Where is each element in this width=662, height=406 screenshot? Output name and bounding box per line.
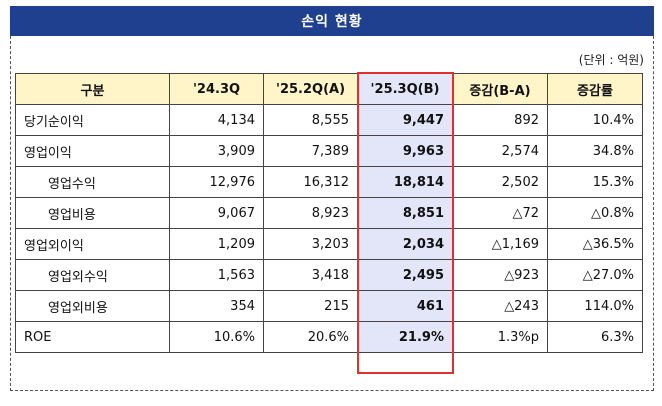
row-label: 영업외비용: [15, 290, 170, 322]
cell: 354: [169, 290, 264, 322]
cell: 10.4%: [547, 104, 643, 136]
cell: △0.8%: [547, 197, 643, 229]
cell: 2,502: [452, 166, 548, 198]
row-label: 영업비용: [15, 197, 170, 229]
cell: 1,209: [169, 228, 264, 260]
cell: 2,574: [452, 135, 548, 167]
table-title: 손익 현황: [10, 6, 654, 36]
cell-highlight: 2,034: [357, 228, 453, 260]
cell: 3,418: [263, 259, 358, 291]
cell: 3,203: [263, 228, 358, 260]
cell: 12,976: [169, 166, 264, 198]
col-header-25-2q: '25.2Q(A): [263, 73, 358, 105]
cell: 15.3%: [547, 166, 643, 198]
table-row: 영업외수익 1,563 3,418 2,495 △923 △27.0%: [15, 259, 643, 291]
cell: △36.5%: [547, 228, 643, 260]
income-table: 구분 '24.3Q '25.2Q(A) '25.3Q(B) 증감(B-A) 증감…: [15, 73, 643, 353]
cell: 16,312: [263, 166, 358, 198]
col-header-change-rate: 증감률: [547, 73, 643, 105]
cell: 20.6%: [263, 321, 358, 353]
table-row: 영업외이익 1,209 3,203 2,034 △1,169 △36.5%: [15, 228, 643, 260]
cell: 215: [263, 290, 358, 322]
cell: 34.8%: [547, 135, 643, 167]
cell: △72: [452, 197, 548, 229]
cell: 1,563: [169, 259, 264, 291]
cell: △1,169: [452, 228, 548, 260]
cell-highlight: 18,814: [357, 166, 453, 198]
table-frame: [10, 36, 654, 391]
unit-note: (단위 : 억원): [578, 53, 644, 67]
col-header-category: 구분: [15, 73, 170, 105]
cell: 3,909: [169, 135, 264, 167]
row-label: ROE: [15, 321, 170, 353]
row-label: 당기순이익: [15, 104, 170, 136]
table-row: 영업외비용 354 215 461 △243 114.0%: [15, 290, 643, 322]
cell: △243: [452, 290, 548, 322]
cell-highlight: 21.9%: [357, 321, 453, 353]
cell-highlight: 9,447: [357, 104, 453, 136]
cell: 114.0%: [547, 290, 643, 322]
cell: 8,923: [263, 197, 358, 229]
table-row: 영업이익 3,909 7,389 9,963 2,574 34.8%: [15, 135, 643, 167]
cell: 4,134: [169, 104, 264, 136]
table-row: ROE 10.6% 20.6% 21.9% 1.3%p 6.3%: [15, 321, 643, 353]
cell: △923: [452, 259, 548, 291]
cell: 1.3%p: [452, 321, 548, 353]
row-label: 영업외수익: [15, 259, 170, 291]
col-header-25-3q: '25.3Q(B): [357, 73, 453, 105]
cell: 10.6%: [169, 321, 264, 353]
col-header-change: 증감(B-A): [452, 73, 548, 105]
cell-highlight: 8,851: [357, 197, 453, 229]
cell: 9,067: [169, 197, 264, 229]
col-header-24-3q: '24.3Q: [169, 73, 264, 105]
row-label: 영업이익: [15, 135, 170, 167]
row-label: 영업수익: [15, 166, 170, 198]
cell: △27.0%: [547, 259, 643, 291]
cell: 6.3%: [547, 321, 643, 353]
table-row: 영업비용 9,067 8,923 8,851 △72 △0.8%: [15, 197, 643, 229]
row-label: 영업외이익: [15, 228, 170, 260]
header-row: 구분 '24.3Q '25.2Q(A) '25.3Q(B) 증감(B-A) 증감…: [15, 73, 643, 105]
cell-highlight: 9,963: [357, 135, 453, 167]
cell: 7,389: [263, 135, 358, 167]
cell-highlight: 461: [357, 290, 453, 322]
cell: 892: [452, 104, 548, 136]
table-row: 영업수익 12,976 16,312 18,814 2,502 15.3%: [15, 166, 643, 198]
cell: 8,555: [263, 104, 358, 136]
table-row: 당기순이익 4,134 8,555 9,447 892 10.4%: [15, 104, 643, 136]
cell-highlight: 2,495: [357, 259, 453, 291]
